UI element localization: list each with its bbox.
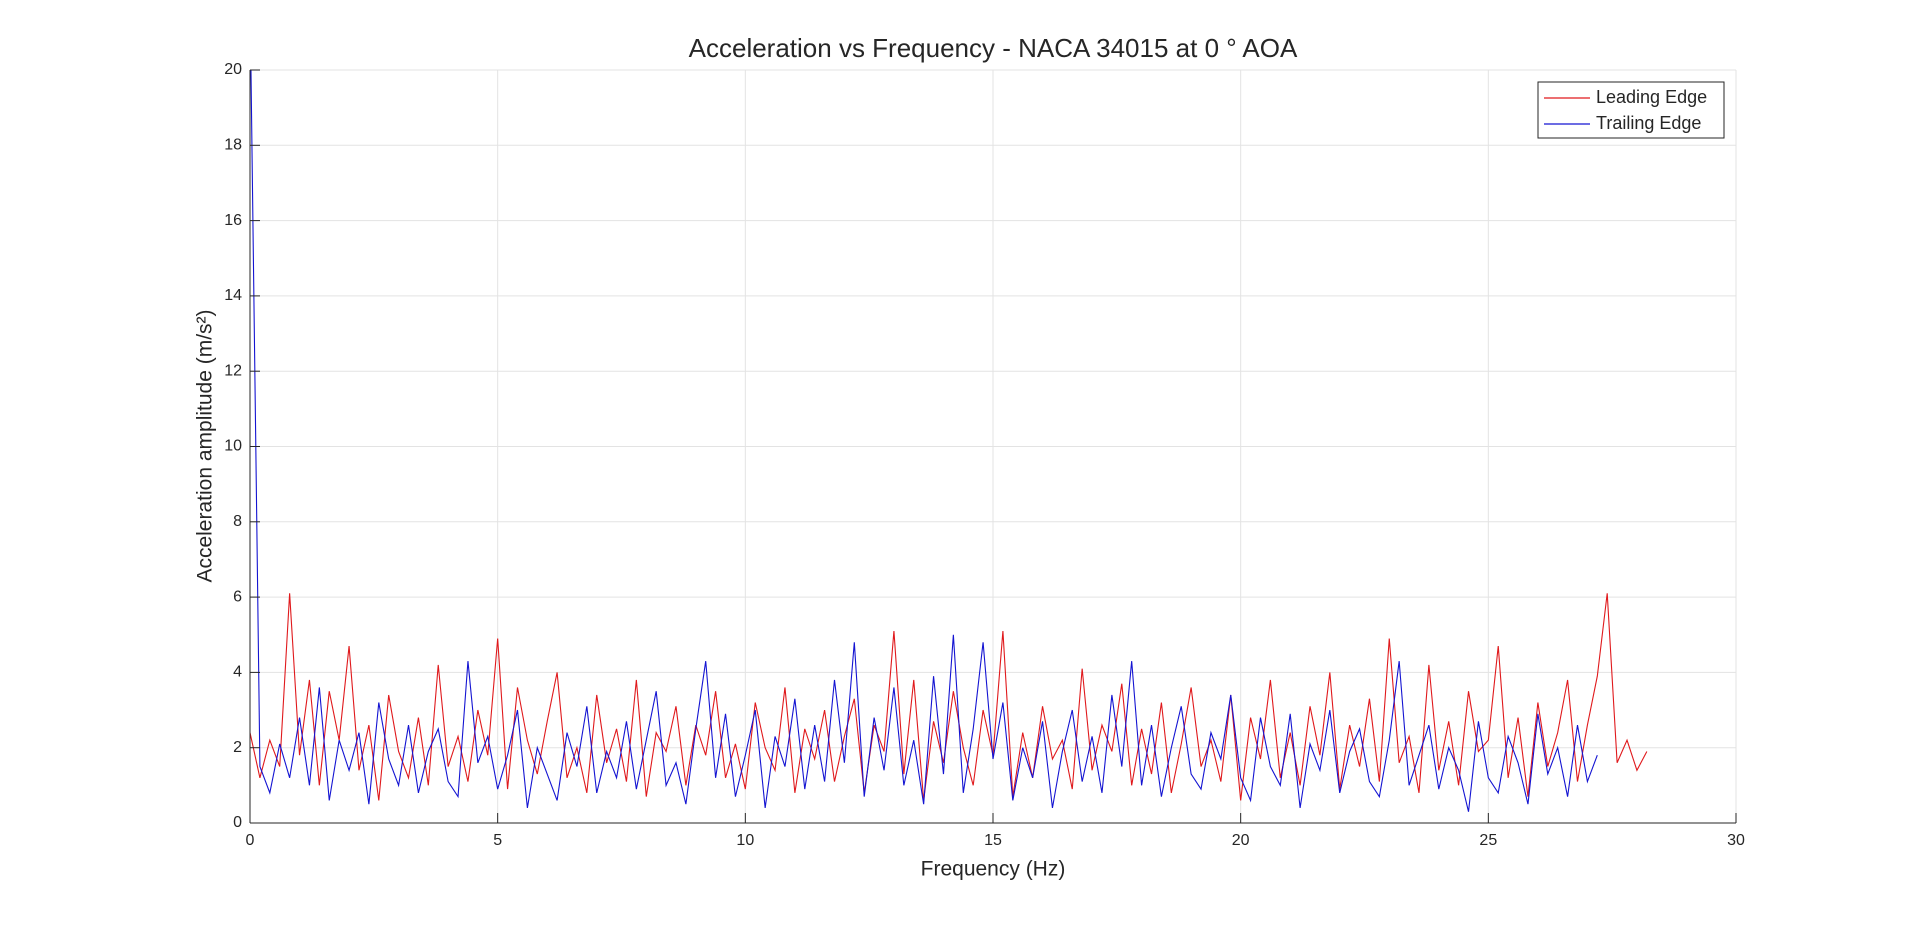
- plot-lines: [250, 70, 1648, 812]
- x-tick-label: 0: [246, 832, 255, 849]
- x-tick-label: 25: [1479, 832, 1497, 849]
- y-tick-label: 12: [224, 362, 242, 379]
- axes: 0 5 10 15 20 25 30 0 2 4 6 8 10 12 14 16 18 20: [224, 61, 1745, 849]
- data-line: [250, 70, 1598, 812]
- x-tick-label: 15: [984, 832, 1002, 849]
- legend: Leading Edge Trailing Edge: [1537, 81, 1725, 139]
- y-tick-label: 10: [224, 438, 242, 455]
- legend-box: [1537, 81, 1725, 139]
- x-tick-label: 30: [1727, 832, 1745, 849]
- chart-title: Acceleration vs Frequency - NACA 34015 a…: [689, 33, 1298, 63]
- x-tick-label: 20: [1232, 832, 1250, 849]
- y-tick-label: 6: [233, 588, 242, 605]
- y-tick-label: 20: [224, 61, 242, 78]
- x-tick-label: 10: [736, 832, 754, 849]
- y-tick-label: 0: [233, 814, 242, 831]
- x-axis-label: Frequency (Hz): [921, 858, 1066, 881]
- y-tick-label: 14: [224, 287, 242, 304]
- x-tick-label: 5: [493, 832, 502, 849]
- legend-label: Leading Edge: [1596, 87, 1707, 107]
- y-axis-label: Acceleration amplitude (m/s²): [194, 309, 217, 582]
- y-tick-label: 2: [233, 739, 242, 756]
- y-tick-label: 4: [233, 664, 242, 681]
- y-tick-label: 8: [233, 513, 242, 530]
- data-line: [250, 593, 1648, 801]
- y-tick-label: 16: [224, 212, 242, 229]
- legend-label: Trailing Edge: [1596, 113, 1701, 133]
- grid: [249, 69, 1737, 824]
- y-tick-label: 18: [224, 137, 242, 154]
